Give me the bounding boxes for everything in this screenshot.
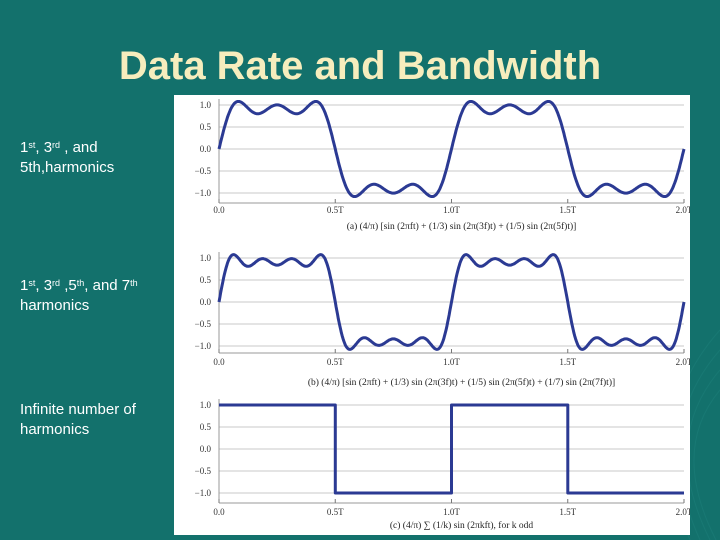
- y-tick-label: 0.0: [200, 444, 212, 454]
- y-tick-label: −0.5: [195, 166, 212, 176]
- x-tick-label: 1.5T: [559, 205, 576, 215]
- panel-caption: (c) (4/π) ∑ (1/k) sin (2πkft), for k odd: [390, 520, 534, 531]
- waveform-plots: 1.0 0.5 0.0 −0.5 −1.0 0.0 0.5T 1.0T 1.5T 2.0T (a) …: [174, 95, 690, 535]
- x-tick-label: 1.0T: [443, 205, 460, 215]
- x-tick-label: 2.0T: [676, 357, 690, 367]
- waveform-curve: [217, 100, 686, 198]
- panel-caption: (a) (4/π) [sin (2πft) + (1/3) sin (2π(3f…: [347, 221, 577, 232]
- x-tick-label: 2.0T: [676, 507, 690, 517]
- panel-2: 1.00.50.0−0.5−1.00.0 0.5T 1.0T 1.5T 2.0T(b) …: [195, 252, 690, 388]
- waveform-svg: 1.00.50.0−0.5−1.00.0 0.5T 1.0T 1.5T 2.0T(a) …: [195, 99, 690, 531]
- y-tick-label: 1.0: [200, 400, 212, 410]
- x-tick-label: 1.0T: [443, 507, 460, 517]
- slide-title: Data Rate and Bandwidth: [118, 44, 602, 88]
- y-tick-label: 0.5: [200, 122, 212, 132]
- x-tick-label: 0.0: [213, 507, 225, 517]
- y-tick-label: −1.0: [195, 488, 212, 498]
- x-tick-label: 0.5T: [327, 507, 344, 517]
- y-tick-label: −1.0: [195, 188, 212, 198]
- waveform-curve: [219, 403, 684, 495]
- y-tick-label: −0.5: [195, 319, 212, 329]
- y-tick-label: 0.5: [200, 422, 212, 432]
- label-line1: 1st, 3rd ,5th, and 7th: [20, 277, 138, 294]
- x-tick-label: 2.0T: [676, 205, 690, 215]
- y-tick-label: 1.0: [200, 100, 212, 110]
- panel-caption: (b) (4/π) [sin (2πft) + (1/3) sin (2π(3f…: [308, 377, 615, 388]
- label-line2: harmonics: [20, 421, 90, 438]
- label-harmonics-1-3-5: 1st, 3rd , and 5th,harmonics: [20, 138, 114, 178]
- label-line2: 5th,harmonics: [20, 159, 115, 176]
- x-tick-label: 1.5T: [559, 507, 576, 517]
- x-tick-label: 1.5T: [559, 357, 576, 367]
- x-tick-label: 0.0: [213, 357, 225, 367]
- panel-3: 1.00.50.0−0.5−1.00.0 0.5T 1.0T 1.5T 2.0T(c) …: [195, 399, 690, 531]
- x-tick-label: 0.0: [213, 205, 225, 215]
- waveform-curve: [217, 253, 686, 351]
- label-harmonics-1-3-5-7: 1st, 3rd ,5th, and 7th harmonics: [20, 276, 138, 316]
- y-tick-label: −1.0: [195, 341, 212, 351]
- y-tick-label: −0.5: [195, 466, 212, 476]
- x-tick-label: 0.5T: [327, 205, 344, 215]
- y-tick-label: 0.0: [200, 297, 212, 307]
- x-tick-label: 0.5T: [327, 357, 344, 367]
- panel-1: 1.00.50.0−0.5−1.00.0 0.5T 1.0T 1.5T 2.0T(a) …: [195, 99, 690, 232]
- y-tick-label: 0.5: [200, 275, 212, 285]
- x-tick-label: 1.0T: [443, 357, 460, 367]
- label-line1: 1st, 3rd , and: [20, 139, 98, 156]
- y-tick-label: 1.0: [200, 253, 212, 263]
- label-line2: harmonics: [20, 297, 90, 314]
- y-tick-label: 0.0: [200, 144, 212, 154]
- label-infinite-harmonics: Infinite number of harmonics: [20, 400, 136, 440]
- label-line1: Infinite number of: [20, 401, 136, 418]
